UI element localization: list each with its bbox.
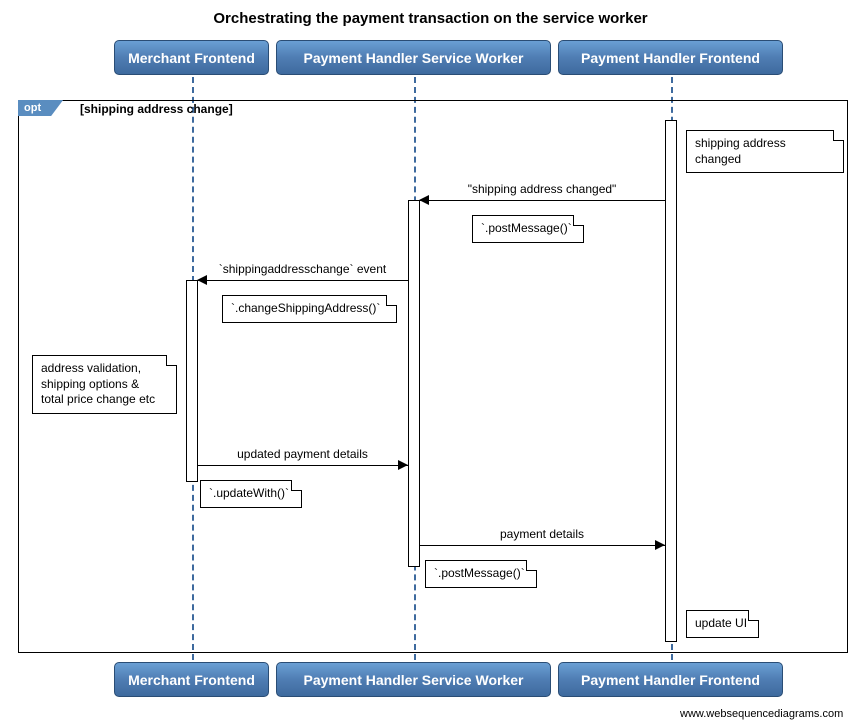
message-arrow: [419, 545, 665, 546]
message-arrow: [197, 465, 408, 466]
message-label: updated payment details: [197, 447, 408, 461]
sequence-note: shipping address changed: [686, 130, 844, 173]
activation-bar: [408, 200, 420, 567]
sequence-note: `.updateWith()`: [200, 480, 302, 508]
actor-box: Payment Handler Frontend: [558, 40, 783, 75]
actor-box: Payment Handler Service Worker: [276, 662, 551, 697]
sequence-note: update UI: [686, 610, 759, 638]
sequence-note: `.postMessage()`: [425, 560, 537, 588]
message-arrow: [419, 200, 665, 201]
activation-bar: [665, 120, 677, 642]
sequence-note: `.postMessage()`: [472, 215, 584, 243]
message-label: "shipping address changed": [419, 182, 665, 196]
message-label: `shippingaddresschange` event: [197, 262, 408, 276]
actor-box: Payment Handler Frontend: [558, 662, 783, 697]
message-label: payment details: [419, 527, 665, 541]
diagram-title: Orchestrating the payment transaction on…: [0, 10, 861, 27]
arrow-head: [419, 195, 429, 205]
actor-box: Merchant Frontend: [114, 662, 269, 697]
message-arrow: [197, 280, 408, 281]
sequence-note: address validation,shipping options &tot…: [32, 355, 177, 414]
sequence-note: `.changeShippingAddress()`: [222, 295, 397, 323]
arrow-head: [197, 275, 207, 285]
arrow-head: [398, 460, 408, 470]
credit-link: www.websequencediagrams.com: [680, 708, 843, 720]
actor-box: Payment Handler Service Worker: [276, 40, 551, 75]
opt-frame-guard: [shipping address change]: [80, 102, 233, 116]
arrow-head: [655, 540, 665, 550]
actor-box: Merchant Frontend: [114, 40, 269, 75]
